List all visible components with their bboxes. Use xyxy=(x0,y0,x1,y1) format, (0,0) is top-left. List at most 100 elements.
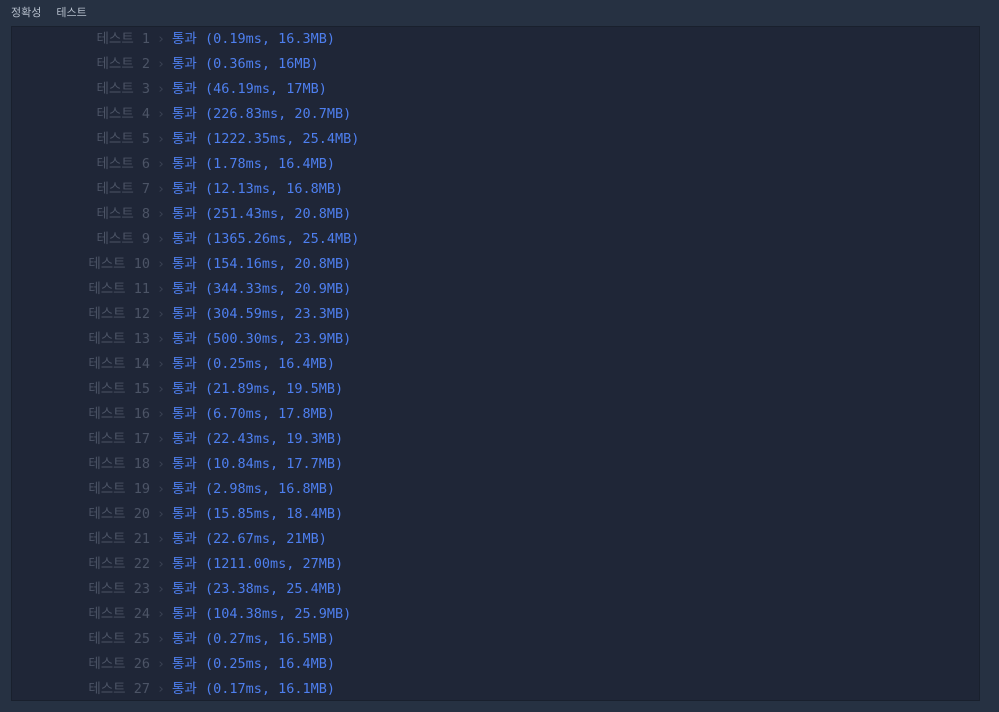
chevron-right-icon: › xyxy=(156,181,166,197)
test-status: 통과 xyxy=(172,306,197,322)
test-label: 테스트 17 xyxy=(88,431,150,447)
test-label: 테스트 22 xyxy=(88,556,150,572)
test-status: 통과 xyxy=(172,581,197,597)
test-status: 통과 xyxy=(172,131,197,147)
test-detail: (0.36ms, 16MB) xyxy=(204,56,319,72)
test-status: 통과 xyxy=(172,456,197,472)
test-status: 통과 xyxy=(172,631,197,647)
chevron-right-icon: › xyxy=(156,531,166,547)
test-detail: (6.70ms, 17.8MB) xyxy=(204,406,336,422)
test-result-row: 테스트 21 › 통과 (22.67ms, 21MB) xyxy=(12,527,327,552)
test-result-row: 테스트 7 › 통과 (12.13ms, 16.8MB) xyxy=(12,177,343,202)
test-label: 테스트 4 xyxy=(96,106,150,122)
test-detail: (154.16ms, 20.8MB) xyxy=(204,256,352,272)
chevron-right-icon: › xyxy=(156,656,166,672)
chevron-right-icon: › xyxy=(156,331,166,347)
test-detail: (1222.35ms, 25.4MB) xyxy=(204,131,360,147)
test-label: 테스트 5 xyxy=(96,131,150,147)
test-result-row: 테스트 11 › 통과 (344.33ms, 20.9MB) xyxy=(12,277,351,302)
chevron-right-icon: › xyxy=(156,206,166,222)
test-detail: (1211.00ms, 27MB) xyxy=(204,556,344,572)
test-detail: (0.25ms, 16.4MB) xyxy=(204,356,336,372)
test-label: 테스트 6 xyxy=(96,156,150,172)
test-detail: (1365.26ms, 25.4MB) xyxy=(204,231,360,247)
test-detail: (22.67ms, 21MB) xyxy=(204,531,327,547)
test-label: 테스트 19 xyxy=(88,481,150,497)
chevron-right-icon: › xyxy=(156,256,166,272)
chevron-right-icon: › xyxy=(156,231,166,247)
test-label: 테스트 9 xyxy=(96,231,150,247)
test-detail: (500.30ms, 23.9MB) xyxy=(204,331,352,347)
test-result-row: 테스트 23 › 통과 (23.38ms, 25.4MB) xyxy=(12,577,343,602)
test-status: 통과 xyxy=(172,181,197,197)
chevron-right-icon: › xyxy=(156,106,166,122)
test-label: 테스트 21 xyxy=(88,531,150,547)
test-result-row: 테스트 25 › 통과 (0.27ms, 16.5MB) xyxy=(12,627,335,652)
test-result-row: 테스트 1 › 통과 (0.19ms, 16.3MB) xyxy=(12,27,335,52)
chevron-right-icon: › xyxy=(156,456,166,472)
test-label: 테스트 12 xyxy=(88,306,150,322)
test-status: 통과 xyxy=(172,106,197,122)
chevron-right-icon: › xyxy=(156,431,166,447)
test-result-row: 테스트 12 › 통과 (304.59ms, 23.3MB) xyxy=(12,302,351,327)
test-result-row: 테스트 17 › 통과 (22.43ms, 19.3MB) xyxy=(12,427,343,452)
test-result-row: 테스트 4 › 통과 (226.83ms, 20.7MB) xyxy=(12,102,351,127)
test-result-row: 테스트 2 › 통과 (0.36ms, 16MB) xyxy=(12,52,319,77)
test-detail: (1.78ms, 16.4MB) xyxy=(204,156,336,172)
test-result-row: 테스트 24 › 통과 (104.38ms, 25.9MB) xyxy=(12,602,351,627)
test-status: 통과 xyxy=(172,256,197,272)
chevron-right-icon: › xyxy=(156,606,166,622)
tab-test[interactable]: 테스트 xyxy=(56,6,87,19)
test-result-row: 테스트 19 › 통과 (2.98ms, 16.8MB) xyxy=(12,477,335,502)
chevron-right-icon: › xyxy=(156,156,166,172)
test-result-row: 테스트 16 › 통과 (6.70ms, 17.8MB) xyxy=(12,402,335,427)
test-status: 통과 xyxy=(172,531,197,547)
test-detail: (23.38ms, 25.4MB) xyxy=(204,581,344,597)
test-detail: (46.19ms, 17MB) xyxy=(204,81,327,97)
test-detail: (0.25ms, 16.4MB) xyxy=(204,656,336,672)
test-label: 테스트 14 xyxy=(88,356,150,372)
tab-bar: 정확성 테스트 xyxy=(11,4,87,22)
chevron-right-icon: › xyxy=(156,506,166,522)
chevron-right-icon: › xyxy=(156,581,166,597)
test-label: 테스트 10 xyxy=(88,256,150,272)
test-result-row: 테스트 15 › 통과 (21.89ms, 19.5MB) xyxy=(12,377,343,402)
test-result-row: 테스트 22 › 통과 (1211.00ms, 27MB) xyxy=(12,552,343,577)
chevron-right-icon: › xyxy=(156,556,166,572)
test-label: 테스트 13 xyxy=(88,331,150,347)
test-label: 테스트 18 xyxy=(88,456,150,472)
chevron-right-icon: › xyxy=(156,131,166,147)
test-status: 통과 xyxy=(172,56,197,72)
test-detail: (251.43ms, 20.8MB) xyxy=(204,206,352,222)
test-status: 통과 xyxy=(172,506,197,522)
test-result-row: 테스트 27 › 통과 (0.17ms, 16.1MB) xyxy=(12,677,335,702)
test-result-row: 테스트 9 › 통과 (1365.26ms, 25.4MB) xyxy=(12,227,359,252)
test-label: 테스트 8 xyxy=(96,206,150,222)
test-label: 테스트 24 xyxy=(88,606,150,622)
test-label: 테스트 16 xyxy=(88,406,150,422)
test-label: 테스트 7 xyxy=(96,181,150,197)
test-label: 테스트 23 xyxy=(88,581,150,597)
test-status: 통과 xyxy=(172,656,197,672)
test-status: 통과 xyxy=(172,156,197,172)
test-label: 테스트 3 xyxy=(96,81,150,97)
tab-accuracy[interactable]: 정확성 xyxy=(11,6,42,19)
test-status: 통과 xyxy=(172,481,197,497)
test-status: 통과 xyxy=(172,231,197,247)
test-result-row: 테스트 26 › 통과 (0.25ms, 16.4MB) xyxy=(12,652,335,677)
chevron-right-icon: › xyxy=(156,406,166,422)
test-detail: (304.59ms, 23.3MB) xyxy=(204,306,352,322)
test-detail: (104.38ms, 25.9MB) xyxy=(204,606,352,622)
test-label: 테스트 15 xyxy=(88,381,150,397)
chevron-right-icon: › xyxy=(156,631,166,647)
test-result-row: 테스트 8 › 통과 (251.43ms, 20.8MB) xyxy=(12,202,351,227)
test-status: 통과 xyxy=(172,81,197,97)
chevron-right-icon: › xyxy=(156,481,166,497)
test-result-row: 테스트 6 › 통과 (1.78ms, 16.4MB) xyxy=(12,152,335,177)
chevron-right-icon: › xyxy=(156,681,166,697)
test-result-row: 테스트 18 › 통과 (10.84ms, 17.7MB) xyxy=(12,452,343,477)
chevron-right-icon: › xyxy=(156,306,166,322)
test-results-panel: 테스트 1 › 통과 (0.19ms, 16.3MB) 테스트 2 › 통과 (0.36m… xyxy=(11,26,980,701)
test-label: 테스트 25 xyxy=(88,631,150,647)
test-detail: (0.27ms, 16.5MB) xyxy=(204,631,336,647)
